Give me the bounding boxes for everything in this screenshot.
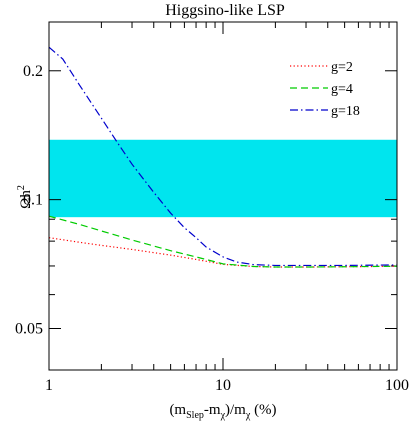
series-line-g-18 <box>48 46 398 267</box>
chart-title: Higgsino-like LSP <box>165 2 285 19</box>
y-tick-labels: 0.05 0.1 0.2 <box>15 63 43 338</box>
x-axis-label-mid2: )/m <box>225 402 246 418</box>
legend: g=2 g=4 g=18 <box>290 60 360 119</box>
x-axis-label: (mSlep-mχ)/mχ (%) <box>169 402 276 421</box>
series-line-g-2 <box>48 237 398 268</box>
relic-density-band-layer <box>49 139 397 218</box>
legend-label: g=2 <box>331 60 353 75</box>
y-axis-label-base: Ωh <box>18 190 34 209</box>
legend-label: g=18 <box>331 104 360 119</box>
x-axis-label-sub3: χ <box>245 410 251 421</box>
x-tick-label: 1 <box>45 377 53 394</box>
x-axis-label-sub1: Slep <box>186 410 204 421</box>
y-tick-label: 0.1 <box>23 192 43 209</box>
relic-density-band <box>49 139 397 218</box>
x-axis-label-close: (%) <box>250 402 276 418</box>
y-tick-label: 0.2 <box>23 63 43 80</box>
plot-frame <box>48 21 398 371</box>
y-axis-label-sup: 2 <box>16 185 27 190</box>
x-tick-label: 100 <box>385 377 409 394</box>
x-tick-label: 10 <box>215 377 231 394</box>
legend-label: g=4 <box>331 82 353 97</box>
x-axis-label-mid: -m <box>204 402 221 418</box>
x-axis-label-open: (m <box>169 402 186 418</box>
series-layer <box>48 46 398 268</box>
x-axis-label-sub2: χ <box>220 410 226 421</box>
y-tick-label: 0.05 <box>15 321 43 338</box>
x-tick-labels: 1 10 100 <box>45 377 409 394</box>
y-axis-label: Ωh2 <box>16 185 34 209</box>
series-line-g-4 <box>48 215 398 268</box>
